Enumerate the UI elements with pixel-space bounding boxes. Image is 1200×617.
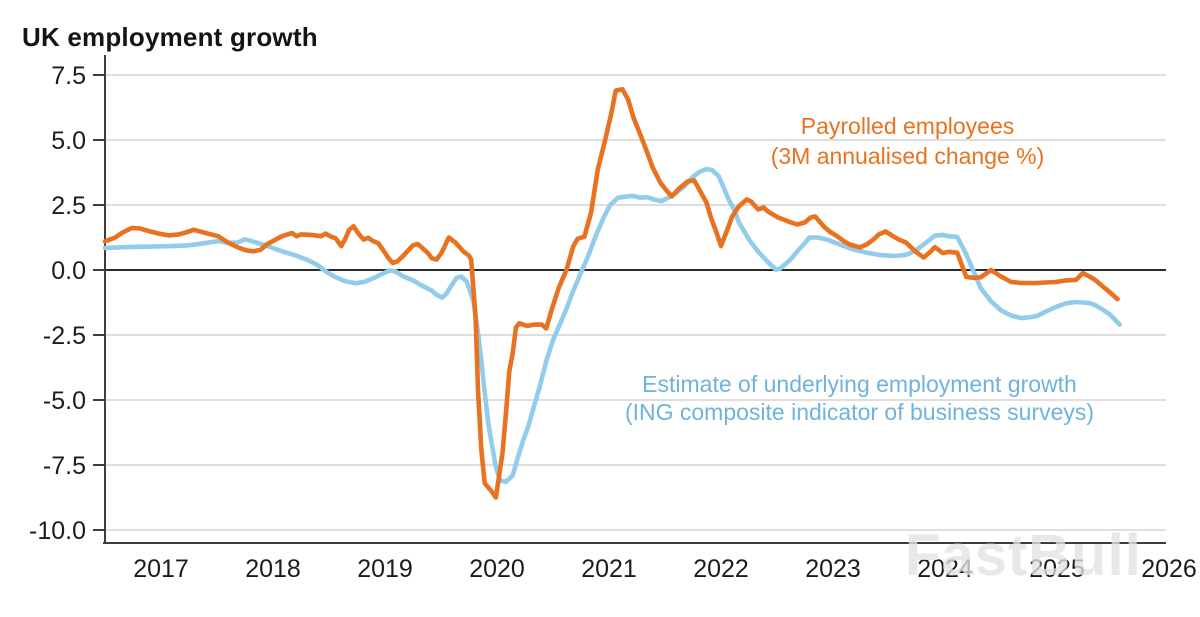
x-tick-label: 2023 <box>805 555 861 583</box>
y-tick-label: -10.0 <box>29 517 86 545</box>
y-tick-label: -2.5 <box>43 322 86 350</box>
y-tick-label: 5.0 <box>51 127 86 155</box>
x-tick-label: 2026 <box>1141 555 1197 583</box>
y-tick-label: 2.5 <box>51 192 86 220</box>
x-tick-label: 2021 <box>581 555 637 583</box>
chart-title: UK employment growth <box>22 22 318 52</box>
series-label-payrolled-employees: Payrolled employees (3M annualised chang… <box>735 111 1080 171</box>
series-label-line: (ING composite indicator of business sur… <box>624 399 1095 425</box>
x-tick-label: 2020 <box>469 555 525 583</box>
x-tick-label: 2018 <box>245 555 301 583</box>
x-tick-label: 2024 <box>917 555 973 583</box>
watermark: FastBull <box>905 523 1142 588</box>
series-line <box>102 166 1122 485</box>
series-label-line: (3M annualised change %) <box>770 143 1045 169</box>
series-label-line: Payrolled employees <box>800 113 1015 139</box>
series-label-line: Estimate of underlying employment growth <box>642 371 1077 397</box>
x-tick-label: 2022 <box>693 555 749 583</box>
y-tick-label: -7.5 <box>43 452 86 480</box>
x-tick-label: 2019 <box>357 555 413 583</box>
y-tick-label: -5.0 <box>43 387 86 415</box>
y-tick-label: 0.0 <box>51 257 86 285</box>
y-tick-label: 7.5 <box>51 62 86 90</box>
series-label-underlying-growth: Estimate of underlying employment growth… <box>597 370 1122 426</box>
x-tick-label: 2017 <box>133 555 189 583</box>
series-line <box>102 87 1120 500</box>
x-tick-label: 2025 <box>1029 555 1085 583</box>
